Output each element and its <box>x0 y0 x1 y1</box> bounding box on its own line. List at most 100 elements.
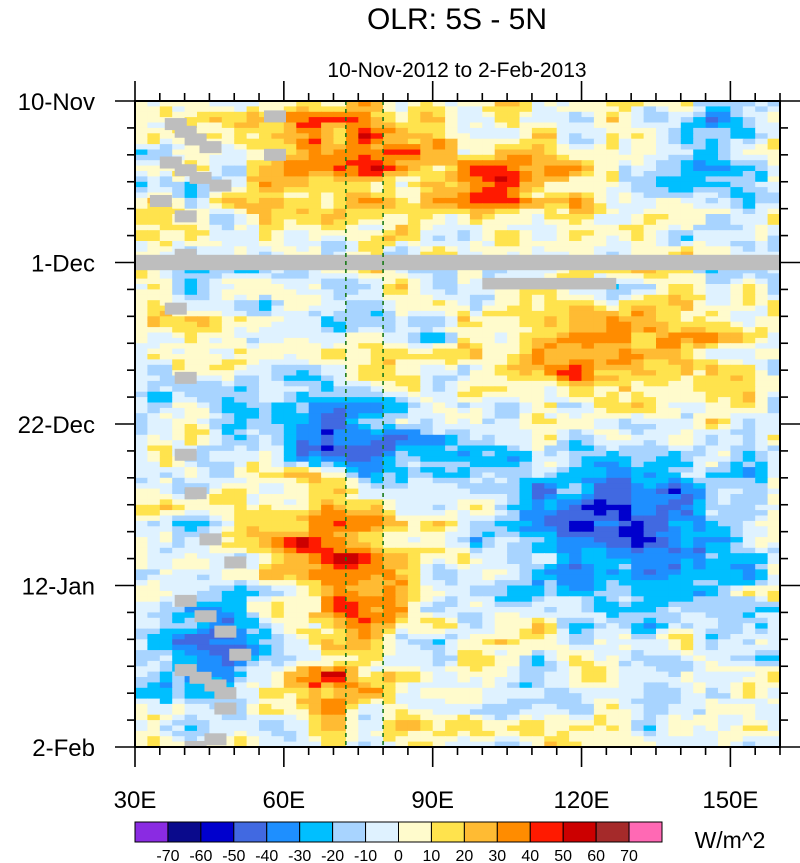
field-cell <box>718 456 731 463</box>
field-cell <box>432 407 446 414</box>
field-cell <box>755 580 769 587</box>
field-cell <box>259 402 272 409</box>
field-cell <box>593 558 607 565</box>
field-cell <box>172 192 186 199</box>
field-cell <box>221 580 235 587</box>
field-cell <box>246 251 260 258</box>
field-cell <box>569 154 583 161</box>
field-cell <box>643 531 657 538</box>
field-cell <box>693 580 707 587</box>
field-cell <box>395 343 409 350</box>
field-cell <box>680 585 694 592</box>
field-cell <box>581 251 595 258</box>
chart-subtitle: 10-Nov-2012 to 2-Feb-2013 <box>327 59 586 82</box>
field-cell <box>246 547 260 554</box>
field-cell <box>234 273 248 280</box>
field-cell <box>333 310 347 317</box>
field-cell <box>147 294 161 301</box>
field-cell <box>680 294 694 301</box>
field-cell <box>469 553 483 560</box>
field-cell <box>432 208 446 215</box>
field-cell <box>643 569 657 576</box>
field-cell <box>593 364 607 371</box>
field-cell <box>296 558 310 565</box>
field-cell <box>296 402 310 409</box>
field-cell <box>135 494 148 500</box>
field-cell <box>593 300 607 307</box>
field-cell <box>345 224 359 231</box>
field-cell <box>420 310 434 317</box>
field-cell <box>668 434 682 441</box>
field-cell <box>407 488 421 495</box>
field-cell <box>507 402 521 409</box>
field-cell <box>693 461 707 468</box>
field-cell <box>246 181 260 188</box>
field-cell <box>159 364 173 371</box>
field-cell <box>656 133 669 140</box>
field-cell <box>469 601 483 608</box>
field-cell <box>345 564 359 570</box>
field-cell <box>209 284 223 290</box>
field-cell <box>544 117 558 124</box>
field-cell <box>457 558 471 565</box>
field-cell <box>755 165 769 172</box>
field-cell <box>544 187 558 194</box>
field-cell <box>581 434 595 441</box>
field-cell <box>345 241 359 247</box>
field-cell <box>742 402 756 409</box>
field-cell <box>259 477 272 484</box>
field-cell <box>358 354 372 360</box>
field-cell <box>420 165 434 172</box>
field-cell <box>395 520 409 527</box>
field-cell <box>296 241 310 247</box>
field-cell <box>668 278 682 285</box>
field-cell <box>283 370 297 377</box>
field-cell <box>656 235 669 242</box>
field-cell <box>407 321 421 328</box>
field-cell <box>420 284 434 290</box>
field-cell <box>494 208 508 215</box>
field-cell <box>321 612 335 619</box>
field-cell <box>767 187 780 194</box>
field-cell <box>395 569 409 576</box>
field-cell <box>606 510 620 517</box>
field-cell <box>197 590 210 597</box>
field-cell <box>755 284 769 290</box>
field-cell <box>718 171 731 177</box>
field-cell <box>618 214 632 220</box>
field-cell <box>718 246 731 253</box>
field-cell <box>370 101 384 107</box>
field-cell <box>209 440 223 447</box>
field-cell <box>469 122 483 129</box>
field-cell <box>469 424 483 430</box>
field-cell <box>159 413 173 420</box>
field-cell <box>296 127 310 134</box>
field-cell <box>656 429 669 436</box>
field-cell <box>147 181 161 188</box>
field-cell <box>593 246 607 253</box>
field-cell <box>556 467 570 474</box>
field-cell <box>593 343 607 350</box>
field-cell <box>606 499 620 506</box>
field-cell <box>159 477 173 484</box>
field-cell <box>395 321 409 328</box>
field-cell <box>581 294 595 301</box>
field-cell <box>693 284 707 290</box>
field-cell <box>531 241 545 247</box>
field-cell <box>680 316 694 323</box>
field-cell <box>680 284 694 290</box>
field-cell <box>420 397 434 404</box>
field-cell <box>718 450 731 457</box>
field-cell <box>246 574 260 581</box>
field-cell <box>581 467 595 474</box>
field-cell <box>531 386 545 393</box>
field-cell <box>383 364 397 371</box>
field-cell <box>457 526 471 533</box>
field-cell <box>767 284 780 290</box>
field-cell <box>345 364 359 371</box>
field-cell <box>420 251 434 258</box>
field-cell <box>221 477 235 484</box>
field-cell <box>296 321 310 328</box>
field-cell <box>321 224 335 231</box>
field-cell <box>308 235 322 242</box>
